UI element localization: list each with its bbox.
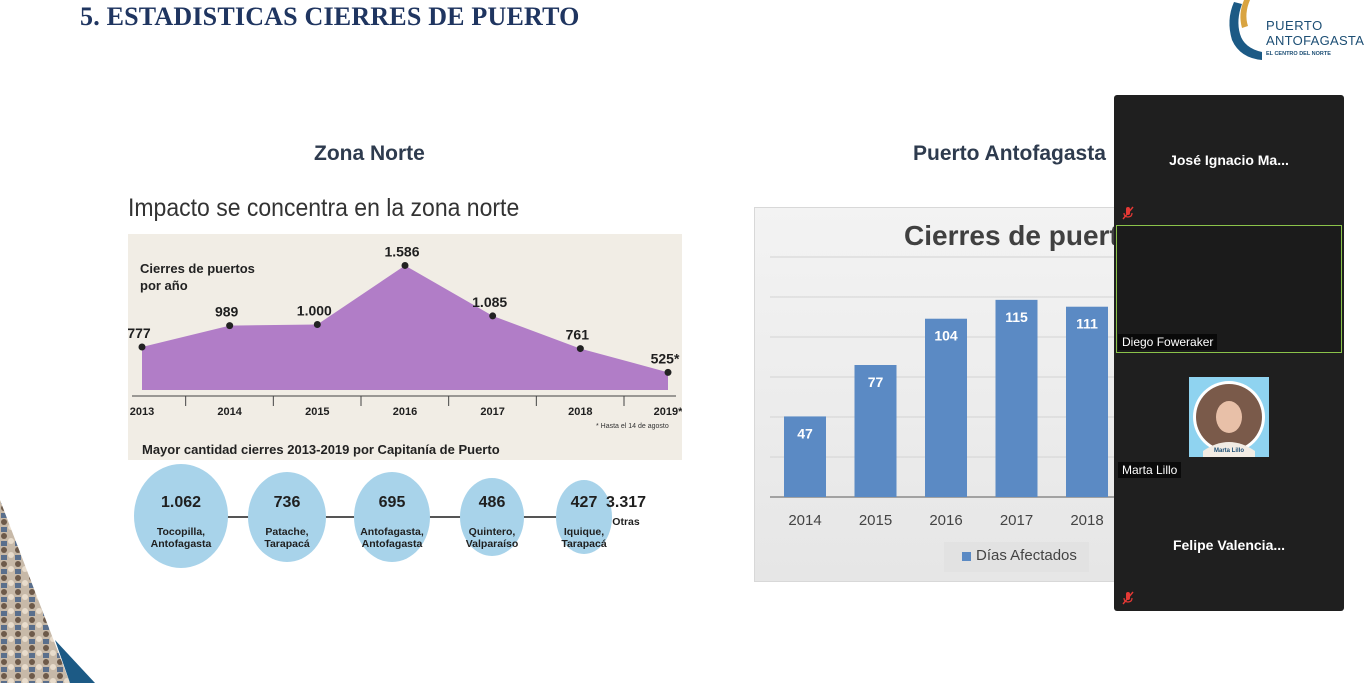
bubble-4 xyxy=(460,478,524,556)
logo-line3: EL CENTRO DEL NORTE xyxy=(1266,51,1331,57)
muted-mic-icon xyxy=(1122,206,1134,220)
area-chart: 777 2013 989 2014 1.000 2015 1.586 2016 1.085 201… xyxy=(128,243,682,418)
area-point xyxy=(138,343,146,351)
area-data-label: 761 xyxy=(566,327,590,343)
bar-tick-label: 2014 xyxy=(788,512,821,529)
bar-data-label: 104 xyxy=(934,328,958,344)
video-participants-panel[interactable] xyxy=(1114,95,1344,611)
participant-3-name: Marta Lillo xyxy=(1118,462,1182,478)
bubble-2-line2: Tarapacá xyxy=(264,538,310,550)
participant-3-avatar: Marta Lillo xyxy=(1189,377,1269,457)
others-value: 3.317 xyxy=(605,494,647,511)
bar xyxy=(784,416,826,497)
corner-crowd-photo xyxy=(0,500,95,683)
bar-chart-title: Cierres de puert xyxy=(904,220,1119,251)
puerto-antofagasta-subtitle: Puerto Antofagasta xyxy=(913,142,1106,165)
bar-tick-label: 2015 xyxy=(859,512,892,529)
area-tick-label: 2013 xyxy=(130,406,154,418)
bubble-5 xyxy=(556,480,612,554)
bubble-4-line1: Quintero, xyxy=(468,526,516,538)
bar xyxy=(854,365,897,497)
bubble-3 xyxy=(354,472,430,562)
legend-label: Días Afectados xyxy=(976,547,1077,564)
bubble-5-line2: Tarapacá xyxy=(561,538,607,550)
area-data-label: 525* xyxy=(651,350,680,366)
bubbles-area: 1.062 Tocopilla, Antofagasta 736 Patache… xyxy=(128,460,682,580)
legend-swatch xyxy=(962,552,971,561)
bubble-2 xyxy=(248,472,326,562)
bubble-2-line1: Patache, xyxy=(265,526,309,538)
area-data-label: 1.586 xyxy=(384,243,419,259)
area-caption-line2: por año xyxy=(140,278,188,293)
others-label: Otras xyxy=(612,516,640,528)
avatar-photo-icon xyxy=(1189,377,1269,457)
bubble-2-value: 736 xyxy=(273,494,301,511)
bubble-4-value: 486 xyxy=(478,494,506,511)
participant-2-name: Diego Foweraker xyxy=(1118,334,1218,350)
participant-4-name: Felipe Valencia... xyxy=(1172,537,1286,553)
area-point xyxy=(401,261,409,269)
bar xyxy=(925,318,967,497)
bubble-3-line2: Antofagasta xyxy=(361,538,423,550)
area-tick-label: 2019* xyxy=(654,406,682,418)
area-tick-label: 2017 xyxy=(480,406,504,418)
bar-data-label: 77 xyxy=(868,374,884,390)
bubble-1-value: 1.062 xyxy=(160,494,202,511)
area-point xyxy=(576,345,584,353)
muted-mic-icon xyxy=(1122,591,1134,605)
area-data-label: 989 xyxy=(215,304,239,320)
bubble-4-line2: Valparaíso xyxy=(465,538,519,550)
area-tick-label: 2014 xyxy=(217,406,242,418)
area-tick-label: 2015 xyxy=(305,406,329,418)
area-caption-line1: Cierres de puertos xyxy=(140,261,255,276)
bar-data-label: 111 xyxy=(1076,316,1098,332)
bubble-1-line1: Tocopilla, xyxy=(156,526,206,538)
bubbles-title: Mayor cantidad cierres 2013-2019 por Cap… xyxy=(142,442,500,457)
bubble-1-line2: Antofagasta xyxy=(150,538,212,550)
area-point xyxy=(313,321,321,328)
bar xyxy=(995,299,1038,497)
bar-tick-label: 2017 xyxy=(1000,512,1033,529)
bubble-1 xyxy=(134,464,228,568)
bar-tick-label: 2016 xyxy=(929,512,962,529)
avatar-caption: Marta Lillo xyxy=(1213,448,1244,454)
bar-tick-label: 2018 xyxy=(1070,512,1103,529)
area-point xyxy=(226,322,234,330)
bar xyxy=(1066,306,1108,497)
zona-norte-subtitle: Zona Norte xyxy=(314,142,425,165)
active-speaker-tile[interactable] xyxy=(1116,225,1342,353)
area-data-label: 1.085 xyxy=(472,294,507,310)
bubble-5-value: 427 xyxy=(570,494,598,511)
logo-line1: PUERTO xyxy=(1266,18,1323,33)
participant-1-name: José Ignacio Ma... xyxy=(1169,152,1289,168)
logo-line2: ANTOFAGASTA xyxy=(1266,33,1365,48)
area-point xyxy=(664,368,672,376)
slide-title: 5. ESTADISTICAS CIERRES DE PUERTO xyxy=(80,2,580,31)
puerto-antofagasta-logo: PUERTO ANTOFAGASTA EL CENTRO DEL NORTE xyxy=(1226,0,1364,62)
bar-data-label: 115 xyxy=(1005,309,1028,325)
bubble-3-line1: Antofagasta, xyxy=(360,526,424,538)
area-tick-label: 2016 xyxy=(393,406,417,418)
area-data-label: 777 xyxy=(128,325,151,341)
area-footnote: * Hasta el 14 de agosto xyxy=(596,423,669,430)
bar-data-label: 47 xyxy=(797,425,813,441)
area-point xyxy=(489,312,497,320)
area-data-label: 1.000 xyxy=(297,303,332,319)
logo-mark-icon xyxy=(1229,0,1262,60)
bubble-5-line1: Iquique, xyxy=(563,526,605,538)
bubble-3-value: 695 xyxy=(378,494,406,511)
area-tick-label: 2018 xyxy=(568,406,592,418)
left-image-title: Impacto se concentra en la zona norte xyxy=(128,194,520,222)
bar-chart: 47 2014 77 2015 104 2016 115 2017 111 2018 xyxy=(770,256,1116,529)
area-fill xyxy=(142,265,668,390)
